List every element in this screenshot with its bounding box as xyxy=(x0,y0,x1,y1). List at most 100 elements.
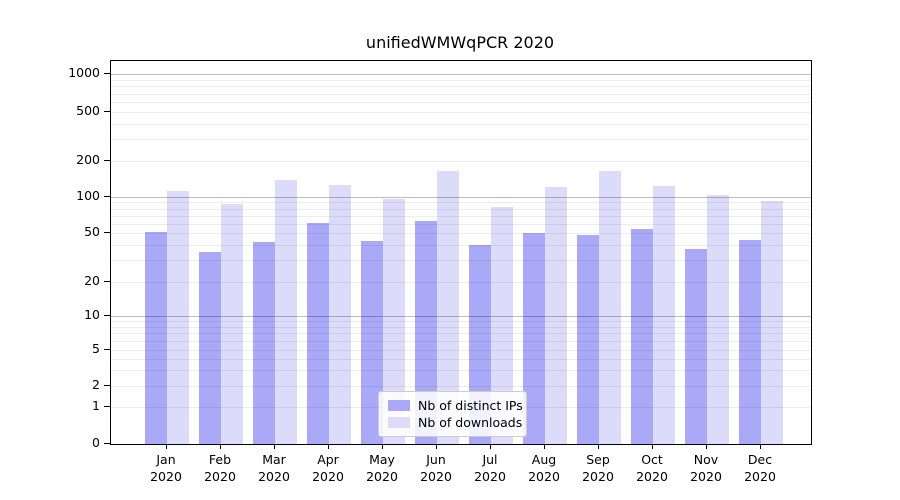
gridline-50 xyxy=(111,233,811,234)
bar-nb-of-distinct-ips-jun xyxy=(415,221,437,444)
y-tick-mark-0 xyxy=(104,443,110,445)
y-tick-label-0: 0 xyxy=(92,435,100,450)
bar-nb-of-downloads-jul xyxy=(491,206,513,444)
bar-nb-of-distinct-ips-mar xyxy=(253,242,275,444)
x-tick-mark-feb xyxy=(220,444,222,449)
bar-nb-of-downloads-sep xyxy=(599,171,621,444)
y-tick-label-1: 1 xyxy=(92,398,100,413)
y-tick-label-1000: 1000 xyxy=(68,65,100,80)
legend: Nb of distinct IPs Nb of downloads xyxy=(378,391,527,437)
y-tick-mark-1000 xyxy=(104,73,110,75)
x-tick-label-apr: Apr 2020 xyxy=(312,452,344,484)
y-tick-mark-100 xyxy=(104,196,110,198)
x-tick-label-dec: Dec 2020 xyxy=(744,452,776,484)
x-tick-label-mar: Mar 2020 xyxy=(258,452,290,484)
gridline-200 xyxy=(111,161,811,162)
bar-nb-of-downloads-dec xyxy=(761,201,783,444)
gridline-300 xyxy=(111,139,811,141)
x-tick-label-jun: Jun 2020 xyxy=(420,452,452,484)
legend-label-downloads: Nb of downloads xyxy=(418,415,523,430)
gridline-80 xyxy=(111,208,811,210)
y-tick-mark-50 xyxy=(104,232,110,234)
y-tick-label-2: 2 xyxy=(92,377,100,392)
bar-nb-of-downloads-may xyxy=(383,199,405,444)
bar-nb-of-downloads-nov xyxy=(707,194,729,444)
x-tick-mark-mar xyxy=(274,444,276,449)
x-tick-mark-dec xyxy=(760,444,762,449)
gridline-9 xyxy=(111,321,811,323)
legend-label-distinct-ips: Nb of distinct IPs xyxy=(418,398,523,413)
x-tick-label-sep: Sep 2020 xyxy=(582,452,614,484)
x-tick-mark-sep xyxy=(598,444,600,449)
bar-nb-of-downloads-jun xyxy=(437,170,459,444)
x-tick-mark-aug xyxy=(544,444,546,449)
gridline-2 xyxy=(111,386,811,387)
gridline-5 xyxy=(111,350,811,351)
gridline-800 xyxy=(111,86,811,88)
y-tick-label-5: 5 xyxy=(92,341,100,356)
x-tick-mark-apr xyxy=(328,444,330,449)
bar-nb-of-distinct-ips-sep xyxy=(577,235,599,444)
y-tick-mark-2 xyxy=(104,385,110,387)
bar-nb-of-distinct-ips-oct xyxy=(631,229,653,444)
plot-area xyxy=(110,60,812,445)
bar-nb-of-distinct-ips-dec xyxy=(739,239,761,444)
y-tick-label-200: 200 xyxy=(76,152,100,167)
gridline-4 xyxy=(111,358,811,360)
gridline-100 xyxy=(111,197,811,198)
gridline-90 xyxy=(111,202,811,204)
x-tick-mark-nov xyxy=(706,444,708,449)
gridline-60 xyxy=(111,223,811,225)
x-tick-label-nov: Nov 2020 xyxy=(690,452,722,484)
x-tick-label-aug: Aug 2020 xyxy=(528,452,560,484)
gridline-7 xyxy=(111,333,811,335)
y-tick-label-10: 10 xyxy=(84,307,100,322)
bar-nb-of-downloads-jan xyxy=(167,191,189,444)
legend-swatch-downloads xyxy=(388,417,410,428)
y-tick-mark-1 xyxy=(104,406,110,408)
legend-swatch-distinct-ips xyxy=(388,400,410,411)
bar-nb-of-distinct-ips-may xyxy=(361,241,383,444)
gridline-700 xyxy=(111,93,811,95)
bar-nb-of-distinct-ips-nov xyxy=(685,249,707,444)
y-tick-label-50: 50 xyxy=(84,224,100,239)
gridline-400 xyxy=(111,123,811,125)
gridline-40 xyxy=(111,244,811,246)
bar-nb-of-distinct-ips-apr xyxy=(307,222,329,444)
y-tick-label-500: 500 xyxy=(76,103,100,118)
x-tick-label-jul: Jul 2020 xyxy=(474,452,506,484)
x-tick-label-may: May 2020 xyxy=(366,452,398,484)
bar-nb-of-downloads-feb xyxy=(221,203,243,444)
gridline-500 xyxy=(111,112,811,113)
x-tick-mark-jul xyxy=(490,444,492,449)
y-tick-label-20: 20 xyxy=(84,273,100,288)
gridline-30 xyxy=(111,260,811,262)
bar-nb-of-downloads-apr xyxy=(329,185,351,444)
y-tick-mark-200 xyxy=(104,160,110,162)
bar-nb-of-downloads-oct xyxy=(653,186,675,444)
y-tick-mark-20 xyxy=(104,281,110,283)
x-tick-label-oct: Oct 2020 xyxy=(636,452,668,484)
bar-nb-of-downloads-aug xyxy=(545,187,567,444)
bar-nb-of-distinct-ips-feb xyxy=(199,252,221,444)
gridline-20 xyxy=(111,282,811,283)
y-tick-mark-500 xyxy=(104,111,110,113)
y-tick-label-100: 100 xyxy=(76,188,100,203)
gridline-1000 xyxy=(111,74,811,75)
x-tick-mark-jun xyxy=(436,444,438,449)
gridline-70 xyxy=(111,215,811,217)
legend-item-distinct-ips: Nb of distinct IPs xyxy=(388,397,523,414)
y-tick-mark-5 xyxy=(104,349,110,351)
x-tick-mark-may xyxy=(382,444,384,449)
chart-title: unifiedWMWqPCR 2020 xyxy=(365,33,555,52)
bar-nb-of-distinct-ips-aug xyxy=(523,233,545,444)
gridline-600 xyxy=(111,102,811,103)
x-tick-mark-jan xyxy=(166,444,168,449)
gridline-3 xyxy=(111,370,811,372)
gridline-10 xyxy=(111,316,811,317)
x-tick-label-feb: Feb 2020 xyxy=(204,452,236,484)
bar-nb-of-downloads-mar xyxy=(275,179,297,444)
gridline-900 xyxy=(111,79,811,81)
gridline-8 xyxy=(111,326,811,328)
